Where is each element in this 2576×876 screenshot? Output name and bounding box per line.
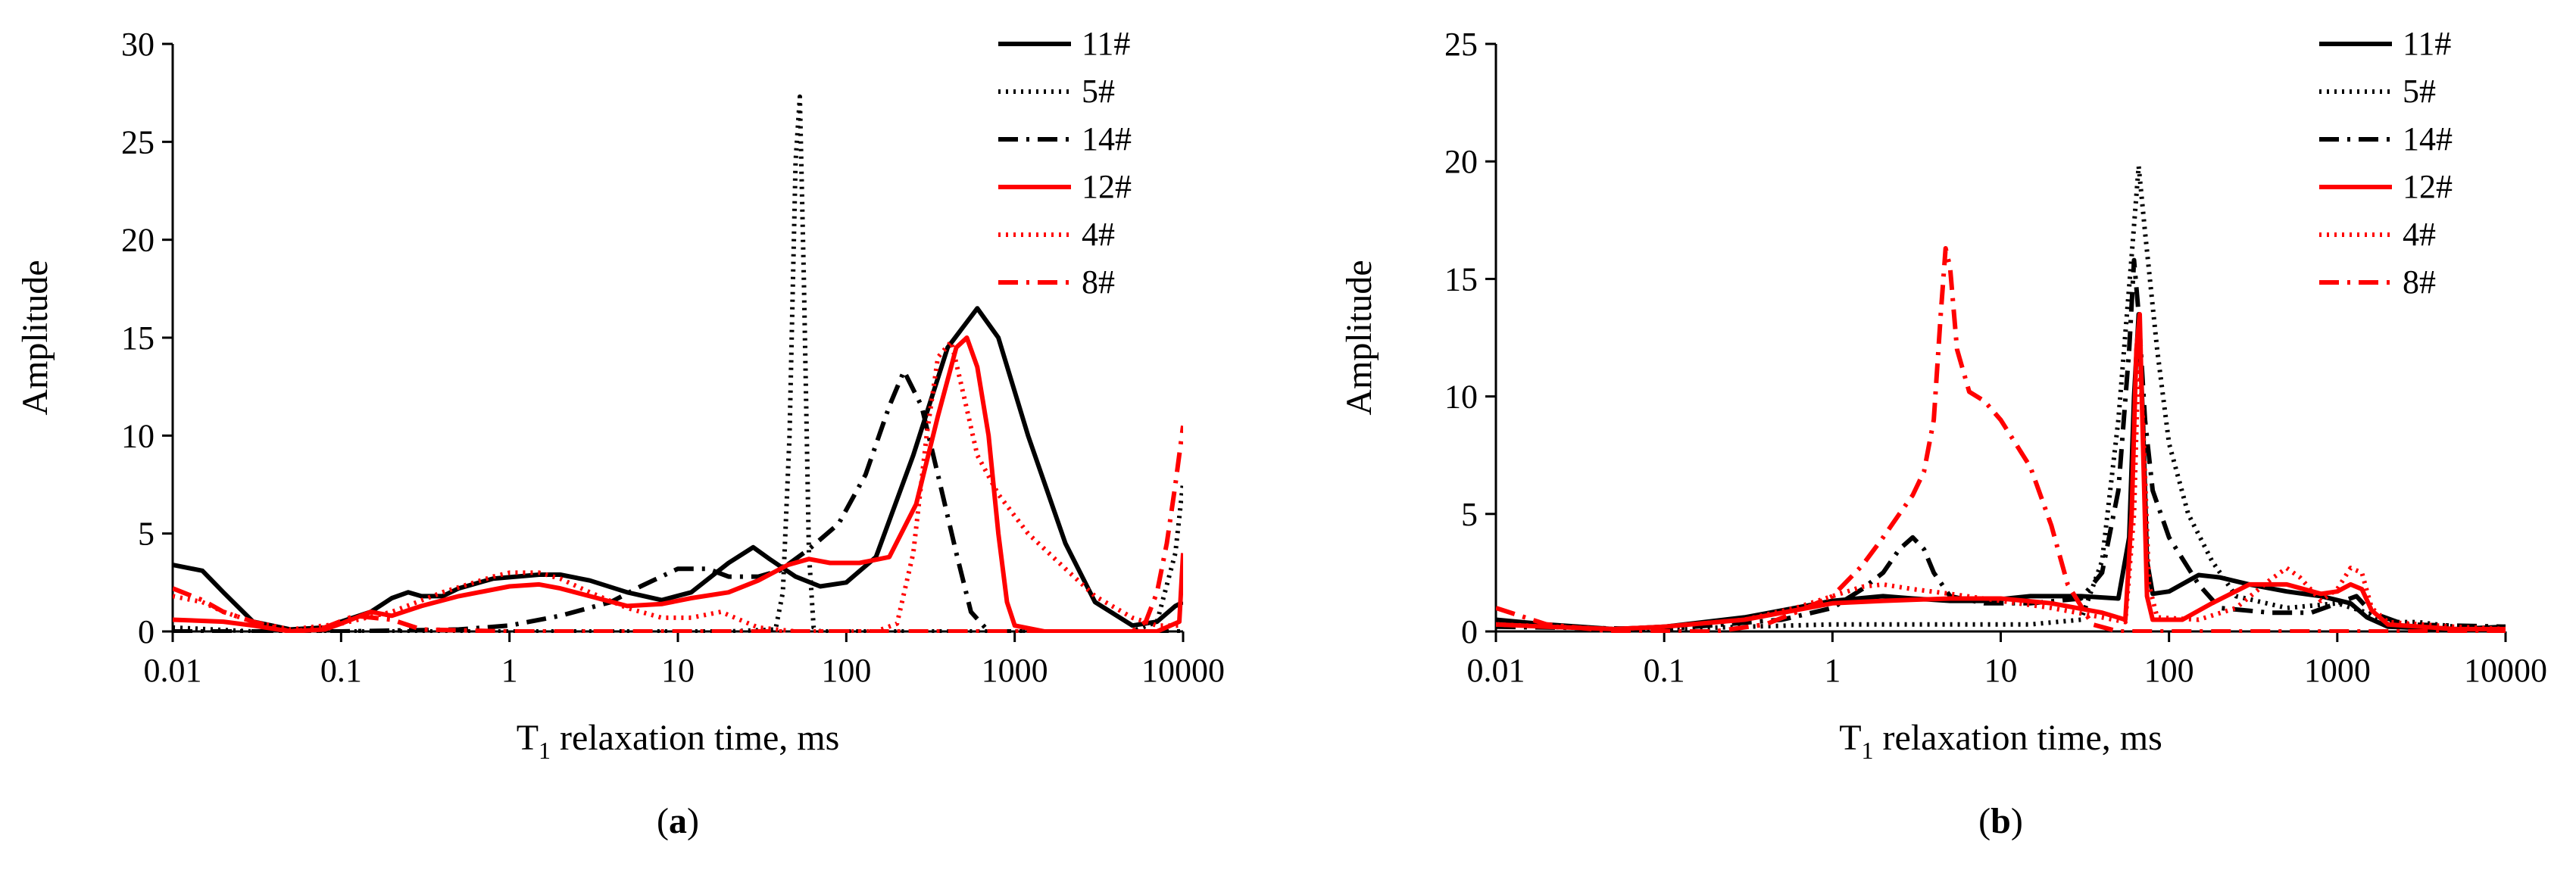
- series-line-14: [173, 369, 1183, 633]
- x-tick-label: 100: [821, 652, 871, 689]
- y-tick-label: 0: [138, 613, 155, 650]
- legend-label: 8#: [2403, 263, 2436, 301]
- x-tick-label: 10: [1984, 652, 2018, 689]
- legend-label: 4#: [1082, 216, 1115, 253]
- legend-label: 12#: [1082, 168, 1132, 205]
- x-axis-label: T1 relaxation time, ms: [517, 718, 840, 764]
- panel-a: 0 5 10 15 20 25 30 0.01 0.1 1 10 100 1000 10000 Amplit…: [15, 25, 1225, 841]
- y-tick-label: 5: [1461, 496, 1478, 533]
- x-tick-label: 1000: [982, 652, 1048, 689]
- legend-label: 5#: [2403, 73, 2436, 110]
- y-tick-label: 15: [1444, 260, 1478, 298]
- series-line-5: [173, 94, 1183, 633]
- series-line-14: [1496, 257, 2506, 631]
- legend-label: 12#: [2403, 168, 2453, 205]
- panel-b: 0 5 10 15 20 25 0.01 0.1 1 10 100 1000 10000 Amplitud…: [1339, 25, 2547, 841]
- x-tick-label: 1000: [2304, 652, 2371, 689]
- series-line-8: [1496, 246, 2506, 633]
- legend-label: 11#: [2403, 25, 2451, 62]
- x-tick-label: 10000: [2464, 652, 2547, 689]
- y-tick-label: 25: [1444, 26, 1478, 63]
- x-tick-label: 0.01: [1467, 652, 1525, 689]
- y-tick-label: 30: [121, 26, 155, 63]
- legend-label: 11#: [1082, 25, 1130, 62]
- series-line-11: [1496, 312, 2506, 631]
- y-tick-label: 15: [121, 320, 155, 357]
- x-tick-label: 10: [661, 652, 695, 689]
- y-tick-label: 25: [121, 123, 155, 161]
- y-tick-label: 10: [121, 417, 155, 454]
- x-tick-label: 0.1: [320, 652, 362, 689]
- x-tick-label: 0.1: [1644, 652, 1685, 689]
- x-tick-label: 100: [2144, 652, 2194, 689]
- x-tick-label: 1: [501, 652, 518, 689]
- legend-label: 14#: [2403, 120, 2453, 157]
- x-tick-label: 1: [1824, 652, 1841, 689]
- series-line-4: [173, 339, 1183, 633]
- panel-label: (a): [657, 801, 699, 841]
- series-line-12: [173, 335, 1183, 633]
- y-tick-label: 5: [138, 516, 155, 553]
- series-line-11: [173, 306, 1183, 632]
- y-tick-label: 10: [1444, 379, 1478, 416]
- legend-label: 8#: [1082, 263, 1115, 301]
- series-line-12: [1496, 312, 2506, 631]
- legend-label: 5#: [1082, 73, 1115, 110]
- x-axis-label: T1 relaxation time, ms: [1839, 718, 2162, 764]
- y-axis-label: Amplitude: [15, 260, 55, 415]
- series-line-5: [1496, 164, 2506, 631]
- panel-label: (b): [1978, 801, 2023, 841]
- y-tick-label: 20: [1444, 143, 1478, 180]
- y-axis-label: Amplitude: [1339, 260, 1379, 415]
- legend-label: 14#: [1082, 120, 1132, 157]
- x-tick-label: 0.01: [144, 652, 202, 689]
- x-tick-label: 10000: [1141, 652, 1225, 689]
- legend-label: 4#: [2403, 216, 2436, 253]
- series-line-8: [173, 426, 1183, 633]
- y-tick-label: 0: [1461, 613, 1478, 650]
- y-tick-label: 20: [121, 222, 155, 259]
